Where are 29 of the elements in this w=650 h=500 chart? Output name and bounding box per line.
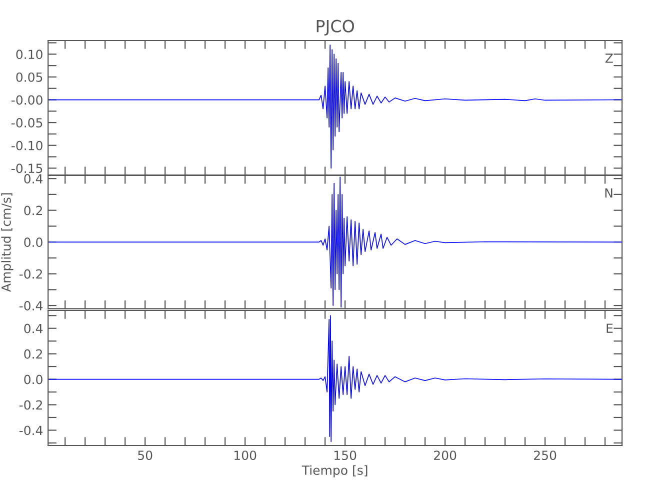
y-tick-label: -0.15 bbox=[12, 164, 42, 174]
y-tick-label: -0.4 bbox=[19, 426, 43, 436]
y-axis-title: Amplitud [cm/s] bbox=[1, 193, 14, 292]
chart-title: PJCO bbox=[316, 20, 354, 36]
x-tick-label: 150 bbox=[334, 450, 356, 460]
line-series bbox=[48, 315, 622, 442]
y-tick-label: -0.05 bbox=[12, 118, 42, 128]
annotation: N bbox=[605, 188, 612, 198]
x-tick-label: 100 bbox=[234, 450, 256, 460]
annotation: Z bbox=[605, 54, 613, 63]
y-tick-label: 0.2 bbox=[24, 349, 42, 359]
annotation: E bbox=[606, 324, 613, 333]
y-tick-label: -0.4 bbox=[19, 301, 43, 310]
x-tick-label: 250 bbox=[534, 450, 556, 460]
y-tick-label: 0.0 bbox=[24, 238, 42, 247]
y-tick-label: 0.2 bbox=[24, 206, 42, 216]
y-tick-label: -0.2 bbox=[19, 269, 42, 279]
y-tick-label: -0.2 bbox=[19, 400, 42, 410]
y-tick-label: 0.4 bbox=[24, 174, 43, 184]
x-tick-label: 50 bbox=[138, 450, 152, 460]
line-series bbox=[48, 44, 622, 169]
y-tick-label: 0.05 bbox=[16, 72, 42, 82]
y-tick-label: 0.0 bbox=[24, 374, 42, 384]
y-tick-label: -0.10 bbox=[12, 140, 42, 150]
y-tick-label: 0.4 bbox=[24, 324, 43, 334]
x-axis-title: Tiempo [s] bbox=[302, 465, 368, 478]
y-tick-label: -0.00 bbox=[12, 95, 42, 105]
x-tick-label: 200 bbox=[434, 450, 456, 460]
y-tick-label: 0.10 bbox=[16, 50, 42, 60]
